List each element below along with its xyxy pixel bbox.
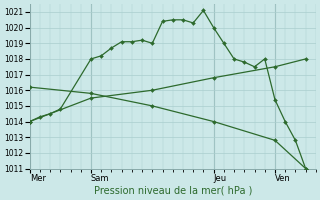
X-axis label: Pression niveau de la mer( hPa ): Pression niveau de la mer( hPa ) xyxy=(93,186,252,196)
